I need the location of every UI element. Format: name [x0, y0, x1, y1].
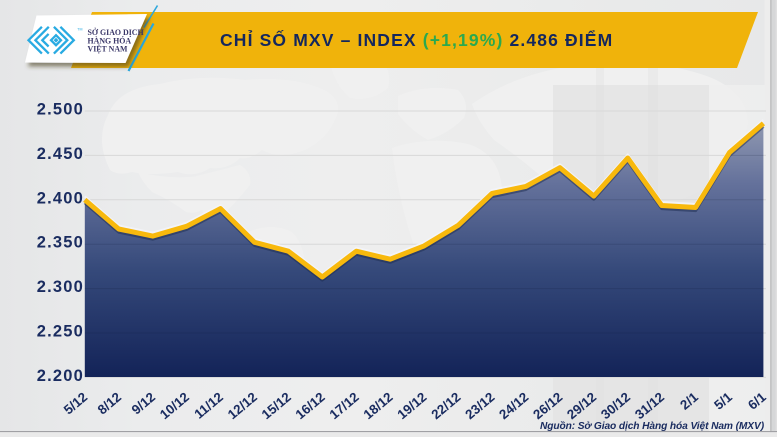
- svg-text:Nguồn: Sở Giao dịch Hàng hóa V: Nguồn: Sở Giao dịch Hàng hóa Việt Nam (M…: [540, 420, 765, 432]
- svg-text:2.450: 2.450: [37, 145, 84, 163]
- svg-text:2.250: 2.250: [37, 323, 84, 341]
- svg-text:HÀNG HÓA: HÀNG HÓA: [88, 35, 132, 45]
- svg-text:2.350: 2.350: [37, 234, 84, 252]
- svg-text:VIỆT NAM: VIỆT NAM: [88, 45, 129, 54]
- svg-text:TM: TM: [77, 28, 82, 32]
- svg-text:2.500: 2.500: [37, 101, 84, 119]
- svg-text:2.200: 2.200: [37, 367, 84, 385]
- svg-text:2.300: 2.300: [37, 278, 84, 296]
- svg-text:CHỈ SỐ MXV – INDEX (+1,19%) 2.: CHỈ SỐ MXV – INDEX (+1,19%) 2.486 ĐIỂM: [220, 29, 613, 50]
- svg-text:2.400: 2.400: [37, 189, 84, 207]
- svg-text:SỞ GIAO DỊCH: SỞ GIAO DỊCH: [88, 27, 144, 37]
